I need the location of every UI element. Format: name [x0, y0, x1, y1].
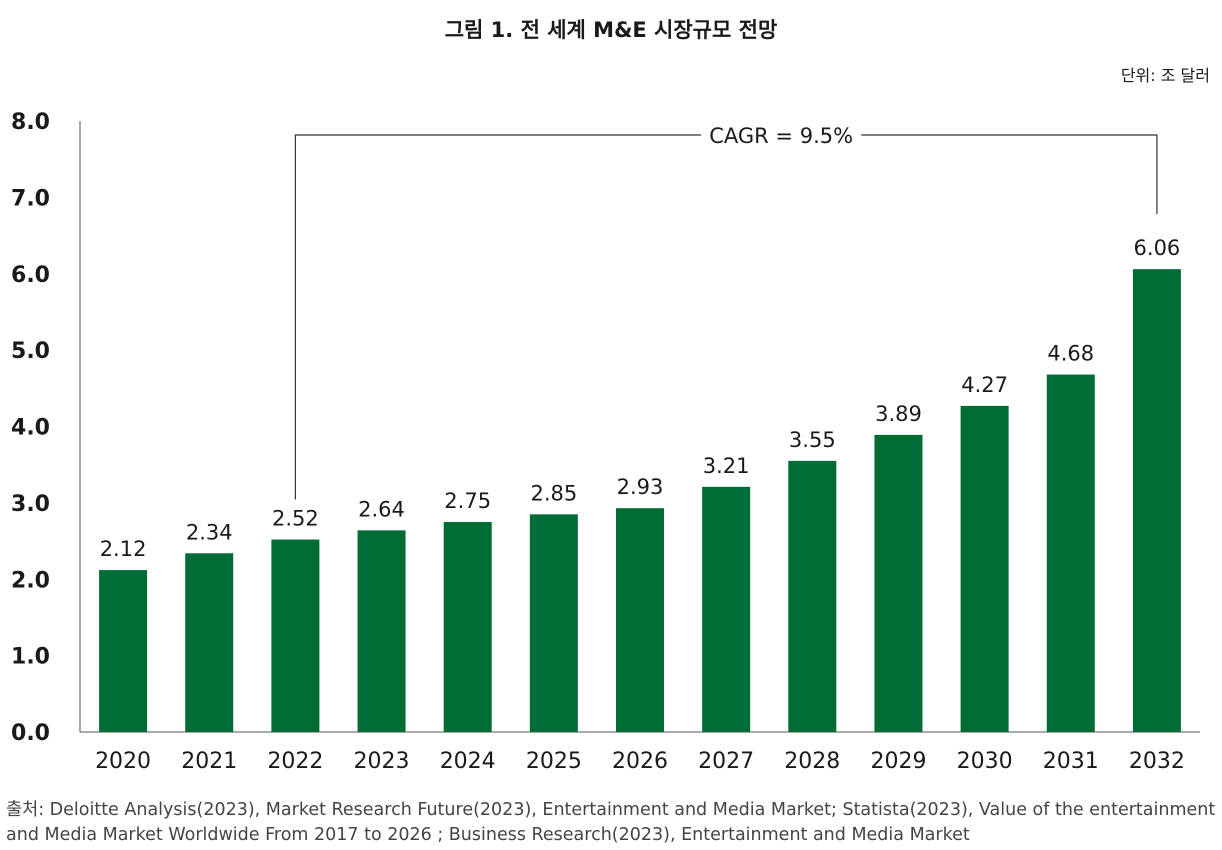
y-tick-label: 8.0: [11, 110, 50, 135]
x-tick-label: 2026: [612, 749, 668, 774]
data-label: 3.89: [875, 402, 922, 426]
x-tick-label: 2032: [1129, 749, 1185, 774]
data-label: 2.34: [186, 520, 233, 544]
x-tick-label: 2020: [95, 749, 151, 774]
x-tick-label: 2028: [784, 749, 840, 774]
x-tick-label: 2029: [870, 749, 926, 774]
data-label: 3.55: [789, 428, 836, 452]
unit-label: 단위: 조 달러: [1120, 66, 1210, 85]
bar: [529, 514, 578, 732]
cagr-bracket-right: [861, 134, 1158, 215]
bar: [874, 434, 923, 732]
data-label: 2.52: [272, 507, 319, 531]
bar: [443, 521, 492, 732]
bar: [1132, 269, 1181, 732]
y-tick-label: 3.0: [11, 492, 50, 517]
bar: [1046, 374, 1095, 732]
data-label: 2.85: [530, 481, 577, 505]
data-label: 3.21: [703, 454, 750, 478]
bar: [616, 508, 664, 732]
x-tick-label: 2024: [440, 749, 496, 774]
data-label: 4.68: [1047, 342, 1094, 366]
x-tick-label: 2031: [1043, 749, 1099, 774]
bar: [271, 539, 320, 732]
bar: [185, 553, 234, 732]
x-tick-label: 2025: [526, 749, 582, 774]
data-label: 2.93: [617, 475, 664, 499]
data-label: 2.64: [358, 497, 405, 521]
x-tick-label: 2021: [181, 749, 237, 774]
bar: [960, 405, 1009, 732]
bar: [99, 570, 148, 732]
bar: [357, 530, 406, 732]
cagr-bracket-left: [294, 134, 702, 500]
bar: [788, 460, 837, 732]
y-tick-label: 7.0: [11, 186, 50, 211]
x-tick-label: 2022: [267, 749, 323, 774]
y-tick-label: 6.0: [11, 263, 50, 288]
x-tick-label: 2030: [957, 749, 1013, 774]
data-label: 6.06: [1134, 236, 1181, 260]
bar-chart: 0.0 1.0 2.0 3.0 4.0 5.0 6.0 7.0 8.0 2.12 2020 2.34 2…: [11, 110, 1200, 774]
y-tick-label: 0.0: [11, 721, 50, 746]
x-tick-label: 2027: [698, 749, 754, 774]
y-tick-label: 1.0: [11, 645, 50, 670]
source-note: 출처: Deloitte Analysis(2023), Market Rese…: [6, 800, 1216, 845]
y-tick-label: 4.0: [11, 416, 50, 441]
data-label: 2.75: [444, 489, 491, 513]
chart-title: 그림 1. 전 세계 M&E 시장규모 전망: [444, 18, 778, 42]
y-tick-label: 2.0: [11, 568, 50, 593]
x-tick-label: 2023: [354, 749, 410, 774]
data-label: 2.12: [100, 537, 147, 561]
data-label: 4.27: [961, 373, 1008, 397]
y-tick-label: 5.0: [11, 339, 50, 364]
cagr-label: CAGR = 9.5%: [709, 124, 853, 148]
bar: [702, 486, 751, 732]
